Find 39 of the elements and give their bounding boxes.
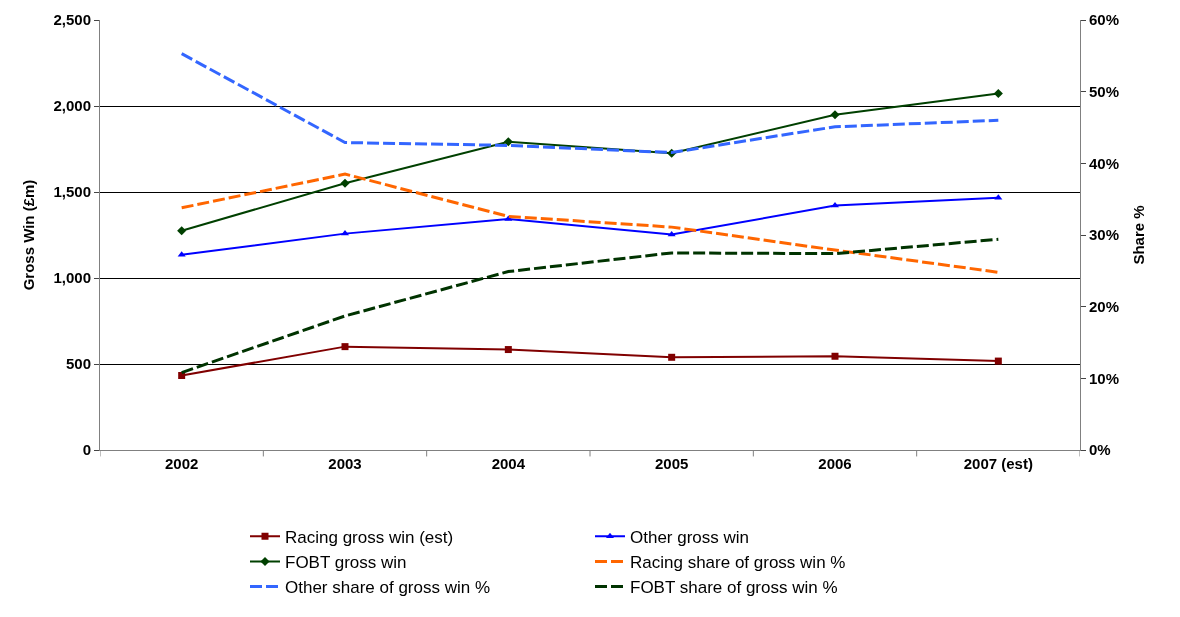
legend-label: FOBT gross win xyxy=(285,553,407,573)
y-tick-label: 500 xyxy=(65,355,91,373)
point xyxy=(177,226,187,236)
y2-tick-label: 60% xyxy=(1089,11,1120,29)
y-tick-label: 2,000 xyxy=(53,97,91,115)
legend-label: Racing gross win (est) xyxy=(285,527,454,547)
legend-label: Other share of gross win % xyxy=(285,578,491,598)
y2-tick-label: 30% xyxy=(1089,226,1120,244)
y2-tick-label: 10% xyxy=(1089,369,1120,387)
y-tick-label: 1,000 xyxy=(53,269,91,287)
y2-tick-label: 40% xyxy=(1089,154,1120,172)
point xyxy=(830,110,840,120)
point xyxy=(340,178,350,188)
point xyxy=(994,357,1002,365)
legend-label: Racing share of gross win % xyxy=(630,553,846,573)
legend-label: Other gross win xyxy=(630,527,750,547)
y-tick-label: 1,500 xyxy=(53,183,91,201)
point xyxy=(993,88,1003,98)
y2-tick-label: 0% xyxy=(1089,441,1111,459)
y-tick-label: 0 xyxy=(82,441,91,459)
y-tick-label: 2,500 xyxy=(53,11,91,29)
legend-label: FOBT share of gross win % xyxy=(630,578,838,598)
y2-axis-title: Share % xyxy=(1130,205,1148,265)
point xyxy=(667,230,676,237)
x-tick-label: 2003 xyxy=(328,455,362,472)
x-tick-label: 2004 xyxy=(491,455,526,472)
x-tick-label: 2005 xyxy=(654,455,689,472)
x-tick-label: 2002 xyxy=(164,455,199,472)
point xyxy=(668,353,676,361)
x-tick-label: 2007 (est) xyxy=(963,455,1033,472)
point xyxy=(341,343,349,351)
line-series xyxy=(180,172,1000,274)
point xyxy=(504,346,512,354)
point xyxy=(831,352,839,360)
y2-tick-label: 20% xyxy=(1089,297,1120,315)
x-tick-label: 2006 xyxy=(818,455,852,472)
y-axis-title: Gross Win (£m) xyxy=(19,179,37,291)
point xyxy=(503,137,513,147)
y2-tick-label: 50% xyxy=(1089,82,1120,100)
